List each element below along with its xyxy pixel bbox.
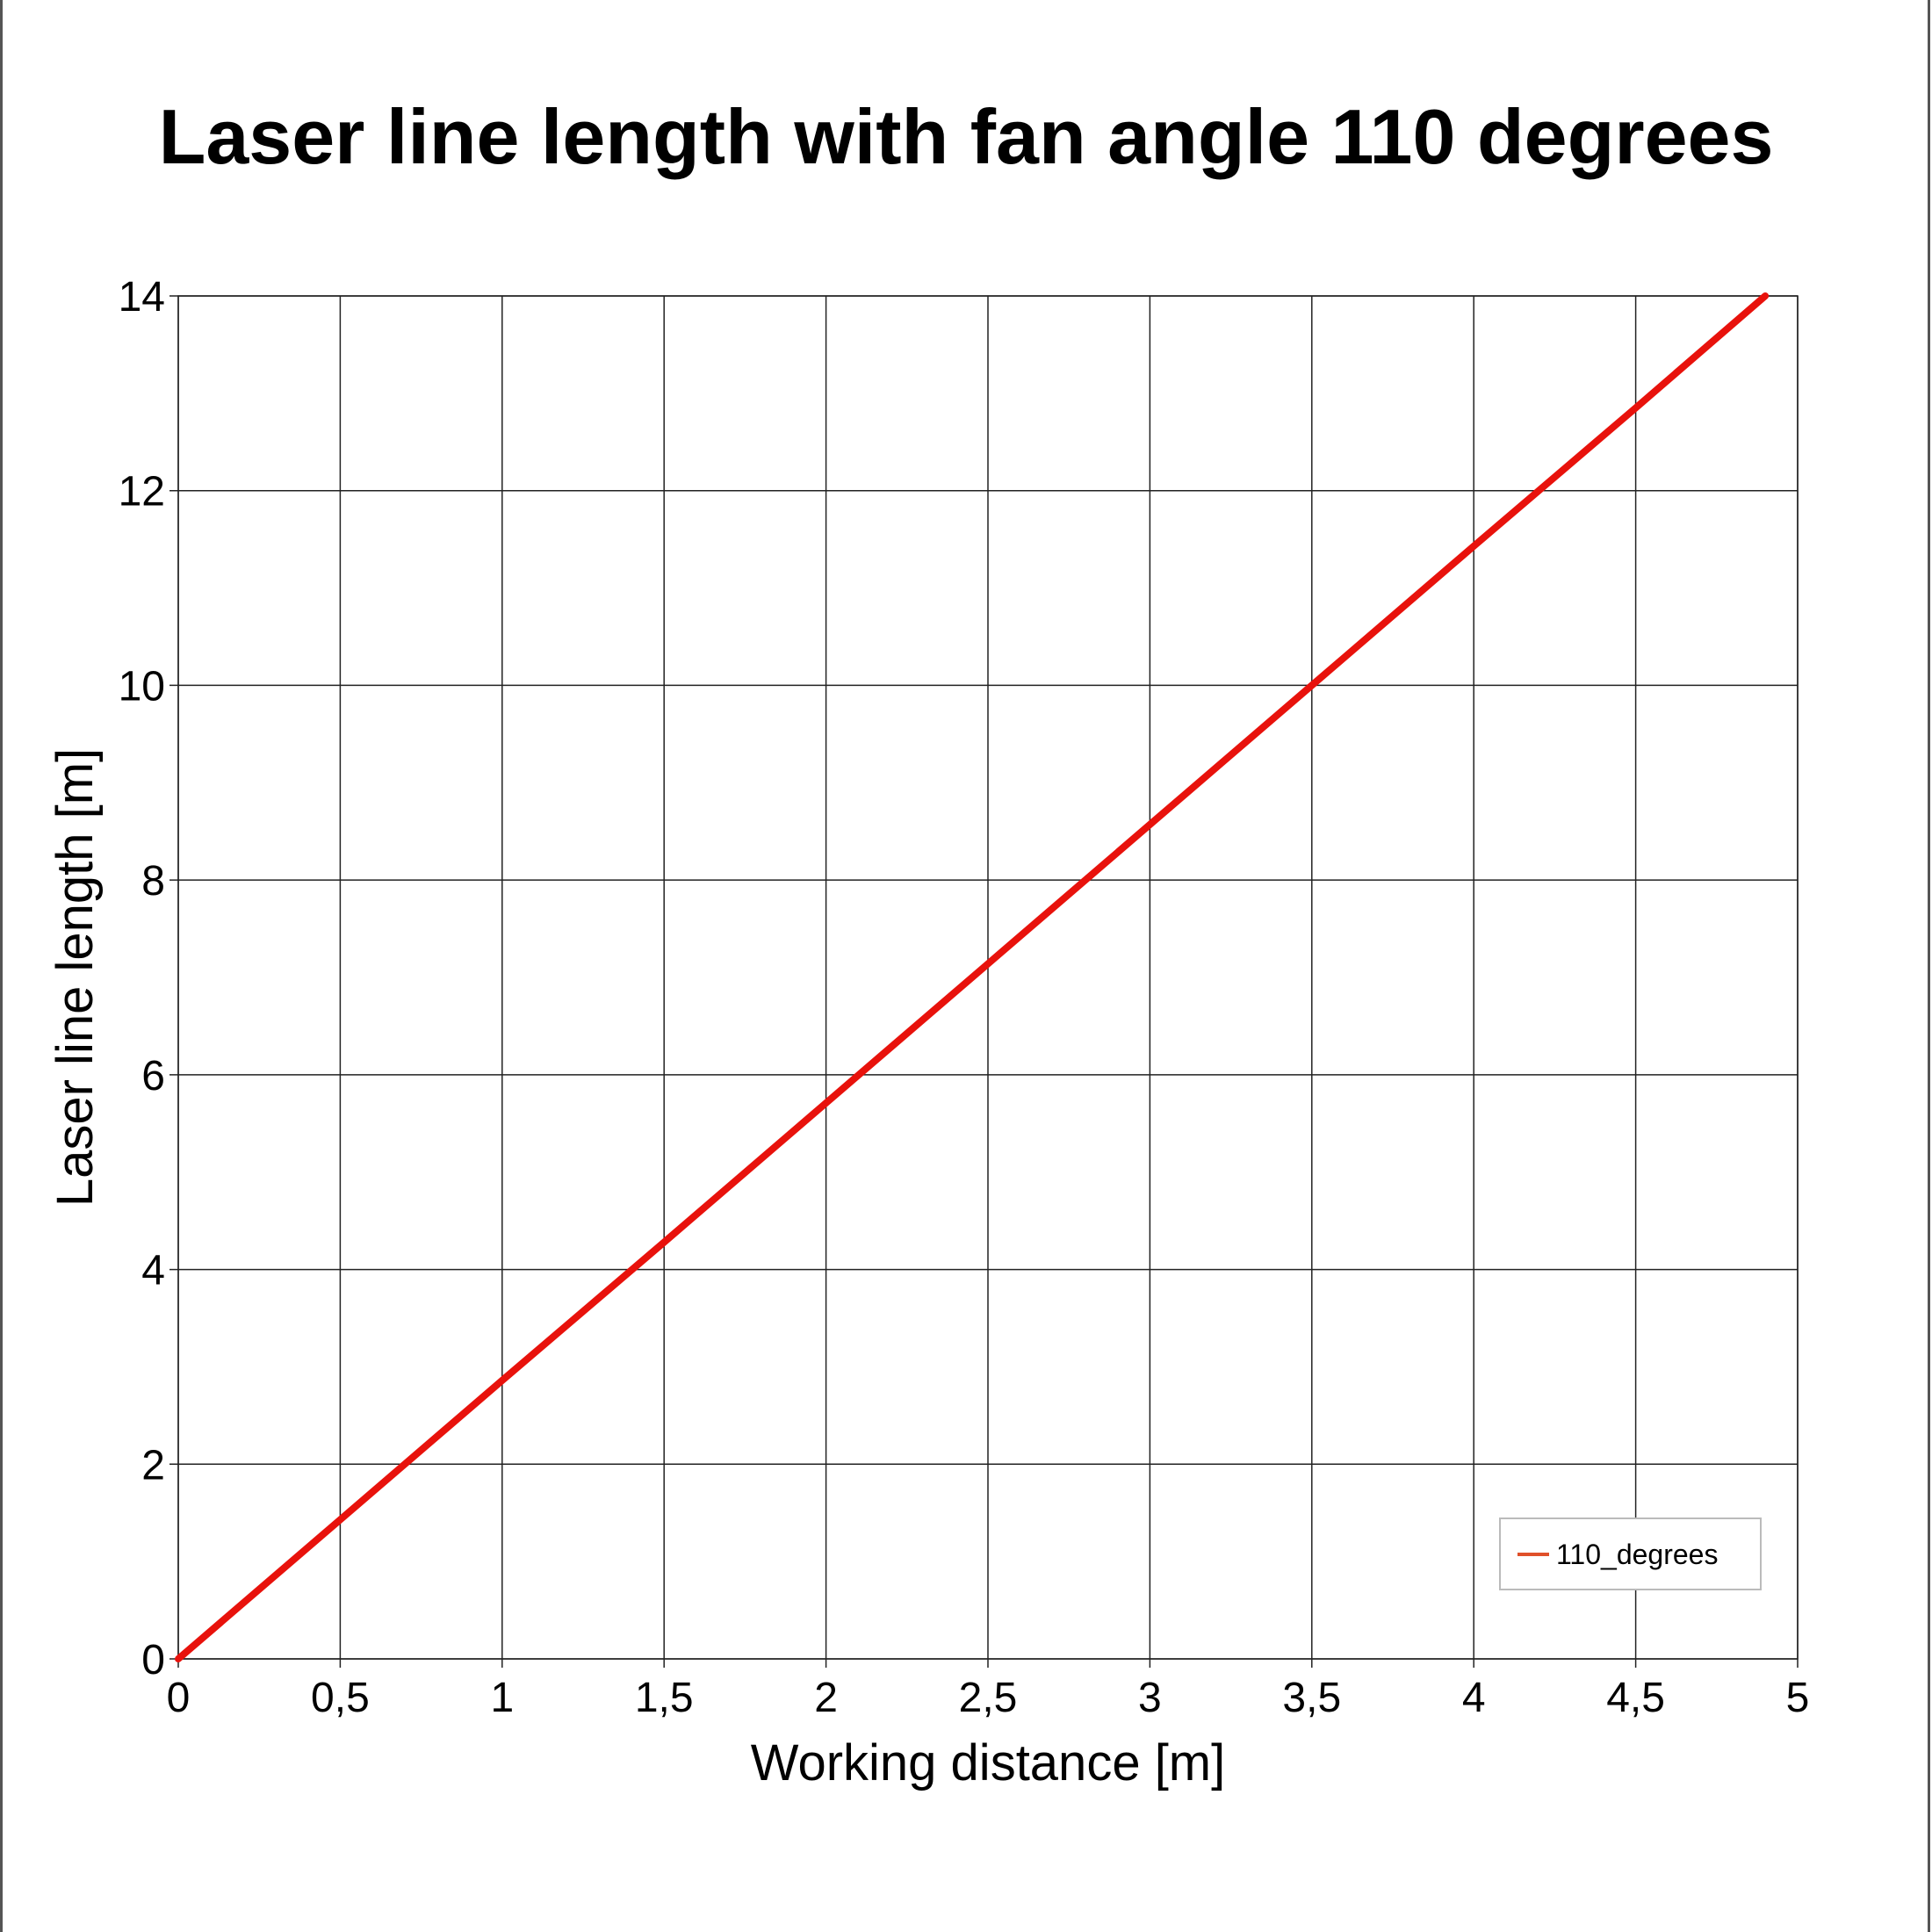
y-tick-label: 14: [119, 274, 165, 321]
y-axis-label: Laser line length [m]: [47, 748, 104, 1207]
x-tick-label: 2: [814, 1675, 838, 1721]
chart-title: Laser line length with fan angle 110 deg…: [158, 93, 1774, 180]
y-tick-label: 2: [141, 1442, 165, 1489]
x-tick-label: 0: [167, 1675, 191, 1721]
y-tick-label: 12: [119, 469, 165, 515]
y-tick-label: 8: [141, 858, 165, 905]
x-tick-label: 4: [1462, 1675, 1486, 1721]
plot-area: [177, 295, 1799, 1660]
x-tick-label: 0,5: [311, 1675, 370, 1721]
y-tick-label: 4: [141, 1248, 165, 1294]
left-border: [0, 0, 3, 1932]
legend-label: 110_degrees: [1556, 1539, 1718, 1570]
y-tick-label: 10: [119, 663, 165, 710]
x-tick-label: 3,5: [1282, 1675, 1341, 1721]
y-tick-label: 6: [141, 1053, 165, 1099]
x-tick-label: 3: [1138, 1675, 1162, 1721]
x-tick-label: 2,5: [959, 1675, 1018, 1721]
x-tick-label: 1,5: [635, 1675, 694, 1721]
x-tick-label: 4,5: [1606, 1675, 1665, 1721]
x-tick-label: 1: [490, 1675, 514, 1721]
y-tick-label: 0: [141, 1637, 165, 1683]
x-axis-label: Working distance [m]: [751, 1734, 1225, 1791]
series-line: [175, 292, 1770, 1662]
x-tick-label: 5: [1786, 1675, 1810, 1721]
right-border: [1928, 0, 1930, 1932]
